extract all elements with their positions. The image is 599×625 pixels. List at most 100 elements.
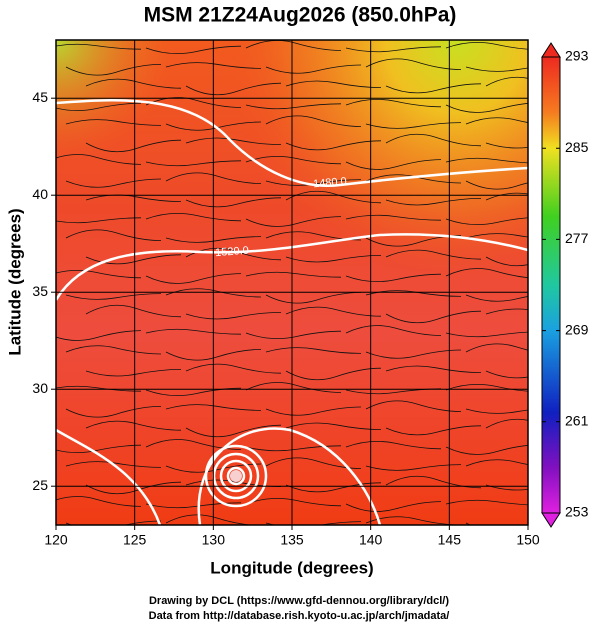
x-tick-label: 140	[359, 532, 383, 548]
chart-title: MSM 21Z24Aug2026 (850.0hPa)	[144, 4, 457, 27]
streamline	[265, 64, 362, 74]
streamline	[245, 103, 342, 110]
streamline	[265, 292, 362, 304]
contour-line	[219, 459, 253, 493]
streamline	[145, 328, 242, 335]
streamline	[245, 155, 342, 165]
streamline	[85, 78, 182, 89]
streamline	[165, 288, 262, 298]
streamline	[445, 217, 528, 226]
colorbar-tick-label: 293	[565, 48, 589, 64]
x-tick-label: 150	[516, 532, 540, 548]
streamline	[65, 461, 162, 468]
streamline	[385, 198, 482, 206]
streamline	[485, 142, 528, 149]
contours	[56, 99, 528, 525]
streamline	[65, 406, 162, 418]
y-axis-label: Latitude (degrees)	[5, 208, 24, 355]
x-tick-label: 120	[44, 532, 68, 548]
streamline	[265, 521, 362, 525]
streamline	[85, 369, 182, 377]
contour-line	[197, 427, 382, 525]
streamline	[285, 306, 382, 317]
contour-label: 1520.0	[215, 245, 249, 259]
streamline	[185, 197, 282, 208]
streamline	[345, 273, 442, 283]
streamline	[185, 137, 282, 145]
y-tick-label: 40	[32, 186, 48, 202]
streamline	[245, 216, 342, 227]
streamline	[245, 382, 342, 393]
streamline	[65, 229, 162, 241]
streamline	[265, 179, 362, 186]
streamline	[465, 459, 528, 467]
streamline	[145, 273, 242, 284]
streamline	[385, 425, 482, 436]
streamline	[65, 64, 162, 76]
streamline	[185, 424, 282, 438]
streamline	[445, 102, 528, 113]
streamline	[85, 139, 182, 153]
x-tick-label: 125	[123, 532, 147, 548]
streamline	[445, 157, 528, 164]
streamline	[185, 82, 282, 96]
footer-credit: Drawing by DCL (https://www.gfd-dennou.o…	[149, 595, 449, 607]
streamline	[345, 501, 442, 512]
contour-line	[212, 452, 260, 500]
y-tick-label: 30	[32, 380, 48, 396]
streamline	[285, 140, 382, 151]
streamline	[345, 159, 442, 170]
typhoon-eye	[230, 470, 242, 482]
footer-credit: Data from http://database.rish.kyoto-u.a…	[149, 610, 450, 622]
streamline	[485, 256, 528, 267]
streamline	[285, 80, 382, 88]
streamline	[165, 172, 262, 184]
y-tick-label: 45	[32, 89, 48, 105]
streamline	[265, 115, 362, 127]
map-field	[56, 40, 528, 525]
streamline	[145, 160, 242, 167]
contour-line	[226, 466, 246, 486]
streamline	[265, 406, 362, 416]
streamline	[445, 41, 528, 50]
streamline	[285, 255, 382, 263]
contour-line	[204, 444, 268, 508]
streamline	[445, 499, 528, 506]
x-tick-label: 130	[202, 532, 226, 548]
colorbar-tick-label: 253	[565, 504, 589, 520]
colorbar-tick-label: 285	[565, 139, 589, 155]
streamline	[85, 481, 182, 495]
streamline	[345, 214, 442, 221]
streamline	[385, 310, 482, 324]
x-tick-label: 145	[438, 532, 462, 548]
streamline	[385, 475, 482, 489]
streamline	[485, 418, 528, 429]
streamline	[65, 345, 162, 355]
streamline	[65, 178, 162, 188]
streamline	[465, 294, 528, 302]
streamline	[65, 293, 162, 300]
streamline	[185, 312, 282, 320]
streamline	[145, 97, 242, 108]
streamline	[285, 422, 382, 430]
streamline	[385, 249, 482, 260]
streamline	[145, 212, 242, 222]
streamline	[165, 349, 262, 361]
streamline	[285, 367, 382, 381]
streamline	[445, 383, 528, 392]
streamline	[56, 385, 142, 392]
streamline	[465, 117, 528, 125]
x-tick-label: 135	[280, 532, 304, 548]
streamline	[165, 236, 262, 243]
streamline	[265, 347, 362, 354]
streamline	[245, 40, 342, 51]
streamline	[345, 46, 442, 53]
colorbar-tick-label: 269	[565, 321, 589, 337]
streamline	[465, 233, 528, 239]
streamline	[145, 387, 242, 397]
contour-label: 1480.0	[313, 175, 348, 190]
y-tick-label: 25	[32, 477, 48, 493]
colorbar	[541, 56, 561, 514]
streamline	[145, 45, 242, 55]
